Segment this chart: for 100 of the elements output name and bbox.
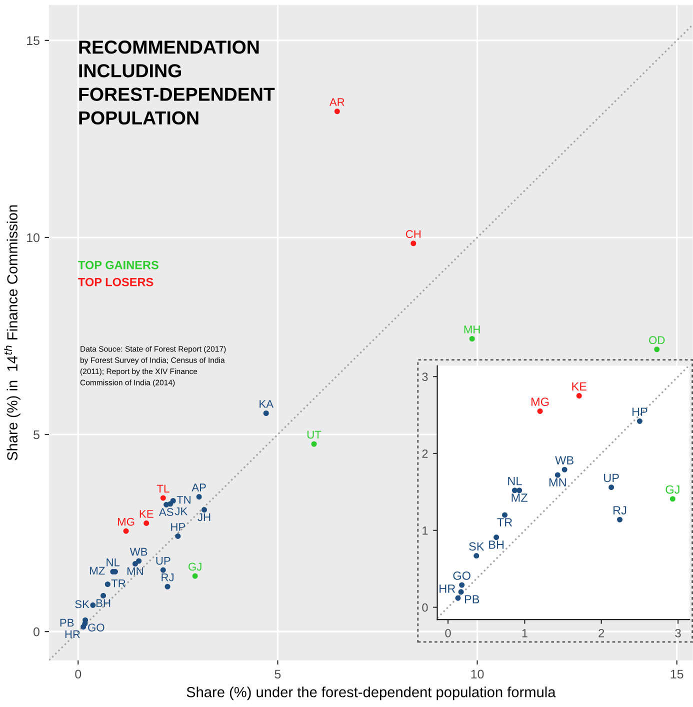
data-label: UT [307, 430, 322, 439]
point [164, 584, 170, 590]
data-label: NL [508, 477, 522, 486]
x-tick-label: 15 [670, 670, 684, 679]
y-axis-title: Share (%) in 14$^{th}$ Finance Commission [4, 205, 20, 460]
data-label: KE [572, 382, 586, 391]
point [263, 410, 269, 416]
point [196, 494, 202, 500]
data-label: AS [158, 508, 174, 516]
point [100, 592, 106, 598]
data-label: MH [464, 326, 480, 334]
data-label: JK [174, 507, 188, 516]
point [554, 472, 560, 478]
data-label: HR [65, 630, 80, 638]
point [502, 512, 508, 518]
point [160, 495, 166, 501]
x-tick-label: 3 [675, 628, 681, 638]
point [170, 498, 176, 504]
data-label: KA [260, 400, 274, 408]
data-label: AP [192, 484, 206, 492]
data-label: MZ [90, 566, 105, 575]
data-label: CH [406, 230, 421, 238]
data-label: UP [156, 556, 170, 565]
point [90, 602, 96, 608]
point [136, 558, 142, 564]
point [636, 418, 642, 424]
data-label: TL [156, 484, 170, 493]
data-label: SK [75, 600, 90, 608]
point [80, 624, 86, 630]
data-label: BH [489, 540, 504, 549]
text: TOP GAINERS [78, 260, 158, 270]
data-label: HP [171, 523, 186, 531]
data-label: PB [60, 618, 74, 627]
x-tick-label: 5 [274, 670, 281, 679]
point [512, 488, 518, 494]
data-label: WB [555, 456, 574, 464]
data-label: MG [531, 398, 549, 406]
x-tick-label: 10 [471, 670, 484, 679]
point [168, 501, 174, 507]
data-label: GJ [666, 485, 680, 494]
point [311, 441, 317, 447]
point [334, 108, 340, 114]
data-label: GO [453, 571, 470, 580]
data-label: JH [198, 513, 210, 522]
x-axis-title: Share (%) under the forest-dependent population formula [186, 686, 556, 700]
y-tick-label: 15 [27, 36, 40, 46]
text: RECOMMENDATION INCLUDING FOREST-DEPENDENT POPULATION [79, 40, 275, 125]
x-tick-label: 0 [445, 628, 451, 638]
data-label: NL [106, 558, 120, 566]
point [160, 567, 166, 573]
data-label: SK [469, 542, 484, 551]
x-tick-label: 1 [522, 629, 528, 638]
data-label: MN [549, 478, 566, 486]
point [175, 533, 181, 539]
data-label: MN [127, 567, 143, 575]
text: TOP LOSERS [78, 278, 154, 286]
data-label: UP [604, 474, 619, 482]
data-label: PB [464, 595, 480, 604]
point [192, 573, 198, 579]
point [537, 408, 543, 414]
point [469, 336, 475, 342]
point [123, 528, 129, 534]
data-label: GO [88, 624, 104, 632]
data-label: MG [118, 518, 134, 526]
point [104, 582, 110, 588]
y-tick-label: 2 [422, 450, 428, 458]
data-label: GJ [188, 562, 202, 571]
data-label: MZ [512, 494, 528, 502]
point [494, 534, 500, 540]
point [616, 516, 623, 522]
data-label: RJ [162, 574, 174, 582]
point [670, 496, 676, 502]
y-tick-label: 10 [27, 233, 40, 242]
point [459, 582, 465, 588]
point [516, 488, 522, 494]
point [410, 240, 416, 246]
data-label: WB [130, 548, 148, 556]
data-label: AR [329, 98, 344, 106]
data-label: RJ [614, 506, 626, 514]
y-tick-label: 1 [422, 526, 428, 535]
point [576, 393, 582, 399]
data-label: TR [111, 580, 126, 588]
point [562, 466, 568, 472]
x-tick-label: 2 [598, 628, 604, 638]
point [608, 484, 614, 490]
data-label: TR [497, 518, 512, 526]
y-tick-label: 0 [422, 603, 428, 612]
data-label: BH [96, 599, 110, 607]
point [474, 553, 480, 559]
data-label: TN [176, 496, 190, 504]
point [144, 520, 150, 526]
data-label: HP [632, 408, 648, 416]
y-tick-label: 3 [422, 372, 428, 381]
data-label: HR [440, 584, 456, 593]
point [132, 561, 138, 567]
point [201, 507, 208, 513]
y-tick-label: 5 [34, 430, 40, 440]
data-label: KE [140, 510, 154, 518]
point [458, 589, 464, 595]
point [654, 346, 660, 352]
